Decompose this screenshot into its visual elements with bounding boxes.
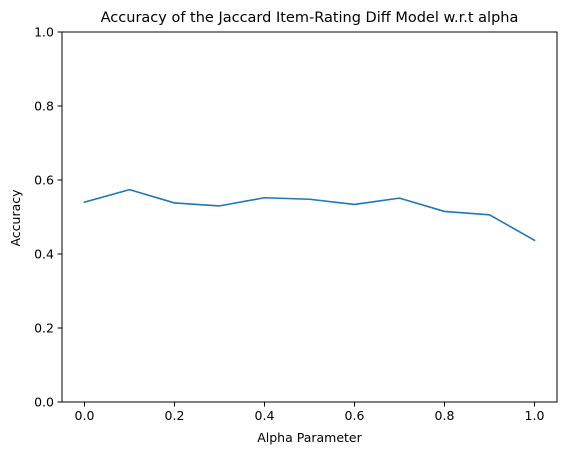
x-axis-title: Alpha Parameter [257,430,362,445]
series-layer [83,188,536,242]
plot-area-frame [61,31,558,403]
x-tick-label: 0.8 [435,408,455,423]
y-tick-label: 0.4 [34,247,54,262]
y-axis-title: Accuracy [8,189,23,247]
x-tick-label: 1.0 [525,408,545,423]
x-tick-label: 0.6 [345,408,365,423]
y-tick-label: 0.0 [34,395,54,410]
x-axis-ticks: 0.0 0.2 0.4 0.6 0.8 1.0 [75,402,545,423]
chart-title: Accuracy of the Jaccard Item-Rating Diff… [101,10,519,26]
x-tick-label: 0.2 [165,408,185,423]
x-tick-label: 0.4 [255,408,275,423]
y-axis-ticks: 0.0 0.2 0.4 0.6 0.8 1.0 [34,25,62,410]
x-tick-label: 0.0 [75,408,95,423]
accuracy-series-line [83,188,536,242]
y-tick-label: 1.0 [34,25,54,40]
y-tick-label: 0.6 [34,173,54,188]
y-tick-label: 0.2 [34,321,54,336]
y-tick-label: 0.8 [34,99,54,114]
